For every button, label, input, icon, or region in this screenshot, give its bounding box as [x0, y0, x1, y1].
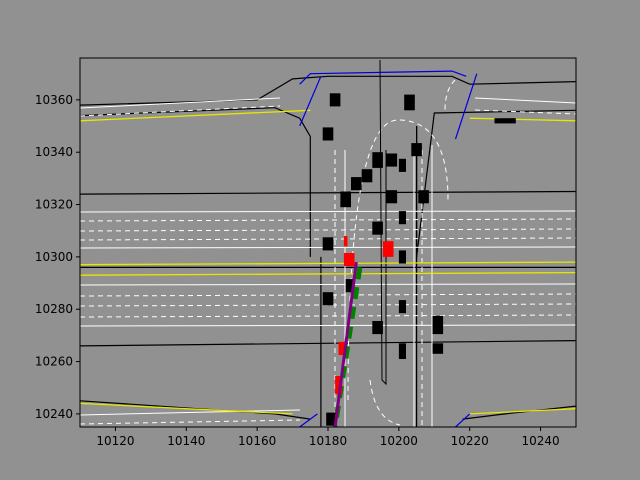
- x-tick-label: 10200: [380, 434, 418, 448]
- agent-15: [322, 237, 334, 251]
- x-tick-label: 10120: [96, 434, 134, 448]
- x-axis: 10120 10140 10160 10180 10200 10220 10240: [96, 427, 560, 448]
- agent-14: [398, 211, 406, 225]
- crosswalk-3: [299, 413, 318, 427]
- road-boundary-5: [80, 340, 576, 347]
- agent-29: [326, 412, 337, 426]
- agent-2: [322, 127, 334, 141]
- agent-layer: [322, 93, 516, 426]
- agent-0: [329, 93, 341, 107]
- trajectory-layer: [333, 261, 358, 427]
- planned-path-layer: [332, 266, 363, 427]
- agent-5: [351, 177, 362, 191]
- agent-24: [432, 315, 444, 335]
- highlighted-agent-17: [343, 236, 348, 247]
- road-boundary-9: [80, 400, 311, 420]
- agent-1: [404, 94, 415, 111]
- highlighted-agent-16: [382, 241, 394, 257]
- agent-21: [322, 292, 334, 306]
- x-tick-label: 10240: [521, 434, 559, 448]
- agent-25: [432, 343, 444, 354]
- crosswalk-2: [454, 73, 478, 140]
- road-boundary-10: [462, 405, 576, 420]
- road-boundary-3: [80, 190, 576, 195]
- centerline-4: [469, 408, 576, 415]
- agent-13: [372, 221, 383, 235]
- x-tick-label: 10160: [238, 434, 276, 448]
- ego-trajectory: [333, 261, 358, 427]
- agent-11: [386, 190, 398, 204]
- y-tick-label: 10340: [35, 145, 73, 159]
- centerline-3: [80, 402, 293, 415]
- highlighted-agent-27: [338, 341, 346, 355]
- agent-18: [398, 250, 406, 264]
- agent-12: [418, 190, 429, 204]
- centerline-1: [80, 261, 576, 266]
- road-boundary-0: [80, 75, 576, 106]
- agent-8: [386, 153, 398, 167]
- agent-9: [398, 158, 406, 172]
- highlighted-agent-28: [335, 376, 343, 395]
- x-tick-label: 10180: [309, 434, 347, 448]
- agent-23: [372, 321, 383, 335]
- y-axis: 10240 10260 10280 10300 10320 10340 10360: [35, 93, 80, 421]
- y-tick-label: 10360: [35, 93, 73, 107]
- y-tick-label: 10240: [35, 407, 73, 421]
- x-tick-label: 10220: [451, 434, 489, 448]
- agent-6: [361, 169, 373, 183]
- y-tick-label: 10300: [35, 250, 73, 264]
- crosswalk-0: [299, 70, 467, 85]
- highlighted-agent-19: [343, 253, 355, 267]
- agent-22: [398, 300, 406, 314]
- planned-path: [332, 266, 363, 427]
- y-tick-label: 10320: [35, 198, 73, 212]
- y-tick-label: 10260: [35, 355, 73, 369]
- centerline-layer: [80, 109, 576, 415]
- agent-7: [372, 152, 383, 168]
- centerline-0: [80, 109, 311, 122]
- centerline-2: [80, 271, 576, 276]
- crosswalk-layer: [299, 70, 478, 427]
- crosswalk-1: [299, 76, 322, 127]
- agent-3: [494, 118, 516, 124]
- agent-26: [398, 343, 406, 359]
- y-tick-label: 10280: [35, 302, 73, 316]
- agent-20: [345, 279, 353, 293]
- centerline-5: [469, 117, 576, 122]
- road-boundary-1: [80, 107, 311, 137]
- x-tick-label: 10140: [167, 434, 205, 448]
- agent-10: [411, 143, 422, 157]
- agent-4: [340, 191, 351, 208]
- crosswalk-4: [455, 413, 471, 427]
